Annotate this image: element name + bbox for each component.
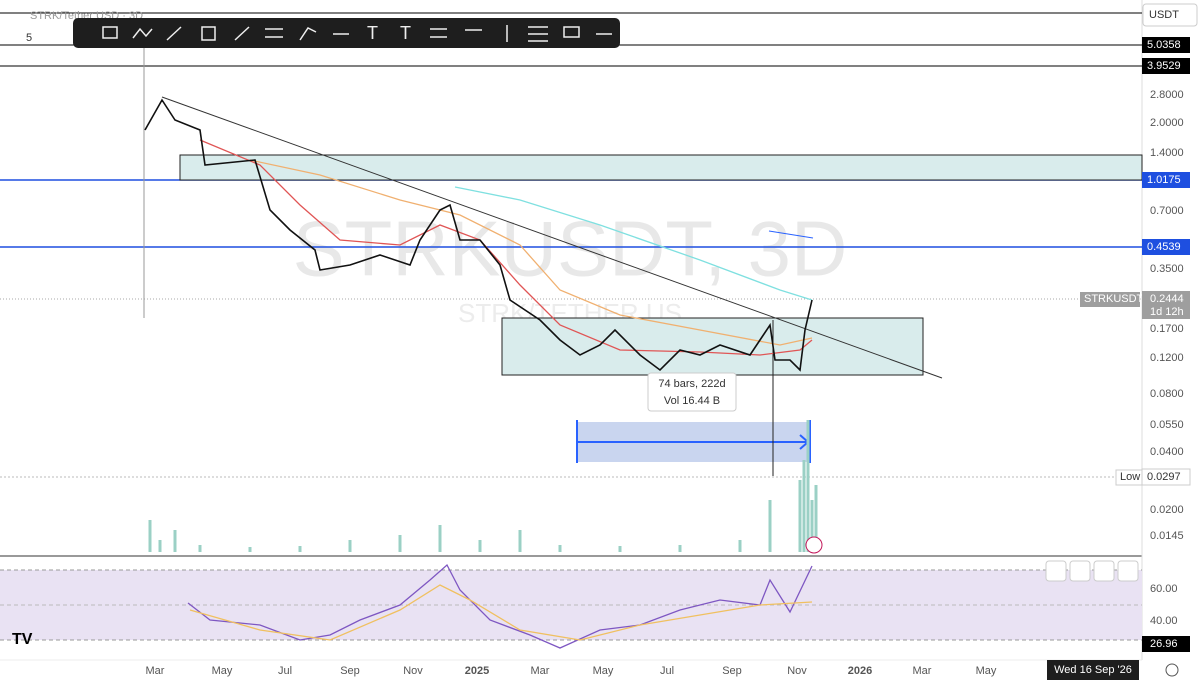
time-label: Sep [722, 665, 742, 677]
rsi-label: 40.00 [1150, 615, 1178, 627]
time-label: Mar [146, 665, 165, 677]
time-label: Nov [787, 665, 807, 677]
price-axis: 2.8000 2.0000 1.4000 0.7000 0.3500 0.170… [1150, 89, 1184, 627]
rsi-value: 26.96 [1150, 638, 1178, 650]
low-label: Low [1120, 471, 1140, 483]
price-label: 0.7000 [1150, 205, 1184, 217]
price-label: 0.0550 [1150, 419, 1184, 431]
measure-bars: 74 bars, 222d [658, 378, 725, 390]
trend-line [161, 96, 943, 379]
svg-text:T: T [400, 23, 411, 43]
rsi-label: 60.00 [1150, 583, 1178, 595]
tag-bg [1142, 636, 1190, 652]
logo: TV [12, 631, 33, 648]
watermark: STRKUSDT, 3D [293, 205, 848, 293]
tag-bg [1142, 37, 1190, 53]
price-tag: 0.4539 [1147, 241, 1181, 253]
time-label: Mar [531, 665, 550, 677]
price-label: 0.3500 [1150, 263, 1184, 275]
short-line [768, 230, 814, 239]
time-axis: Mar May Jul Sep Nov 2025 Mar May Jul Sep… [146, 665, 997, 677]
symbol-tag: STRKUSDT [1084, 293, 1144, 305]
time-label: May [212, 665, 233, 677]
tag-bg [1142, 239, 1190, 255]
time-label: May [976, 665, 997, 677]
ma-mid [249, 159, 813, 346]
drawing-toolbar [73, 18, 620, 48]
rsi-ma [189, 584, 813, 641]
time-label: Mar [913, 665, 932, 677]
price-label: 0.1200 [1150, 352, 1184, 364]
time-label: Jul [278, 665, 292, 677]
indicator-count[interactable]: 5 [26, 32, 32, 44]
time-label: May [593, 665, 614, 677]
tag-bg [1080, 292, 1140, 307]
last-price: 0.2444 [1150, 293, 1184, 305]
zone [501, 317, 924, 376]
low-value: 0.0297 [1147, 471, 1181, 483]
tag-bg [1142, 172, 1190, 188]
price-label: 0.0800 [1150, 388, 1184, 400]
zone [179, 154, 1143, 181]
time-label: Sep [340, 665, 360, 677]
countdown: 1d 12h [1150, 306, 1184, 318]
time-label: 2026 [848, 665, 872, 677]
svg-text:T: T [367, 23, 378, 43]
price-label: 0.0145 [1150, 530, 1184, 542]
price-tag: 5.0358 [1147, 39, 1181, 51]
price-label: 1.4000 [1150, 147, 1184, 159]
measure-volume: Vol 16.44 B [664, 395, 720, 407]
tag-bg [1141, 468, 1191, 486]
measure-tooltip [647, 372, 737, 412]
event-icon[interactable] [805, 536, 823, 554]
price-label: 2.8000 [1150, 89, 1184, 101]
settings-icon[interactable] [1165, 663, 1179, 677]
crosshair-date-bg [1047, 660, 1139, 680]
price-label: 0.1700 [1150, 323, 1184, 335]
tag-bg [1142, 58, 1190, 74]
volume-bars [148, 420, 818, 552]
price-label: 0.0200 [1150, 504, 1184, 516]
time-label: 2025 [465, 665, 489, 677]
price-tag: 3.9529 [1147, 60, 1181, 72]
tag-bg [1142, 291, 1190, 319]
currency-button[interactable] [1142, 3, 1198, 27]
time-label: Jul [660, 665, 674, 677]
price-line [144, 98, 813, 372]
time-label: Nov [403, 665, 423, 677]
currency[interactable]: USDT [1149, 9, 1179, 21]
crosshair-date: Wed 16 Sep '26 [1054, 664, 1132, 676]
price-tag: 1.0175 [1147, 174, 1181, 186]
ma-long [454, 186, 813, 301]
pane-buttons[interactable] [1045, 560, 1139, 582]
price-label: 0.0400 [1150, 446, 1184, 458]
rsi-line [187, 563, 813, 649]
price-label: 2.0000 [1150, 117, 1184, 129]
